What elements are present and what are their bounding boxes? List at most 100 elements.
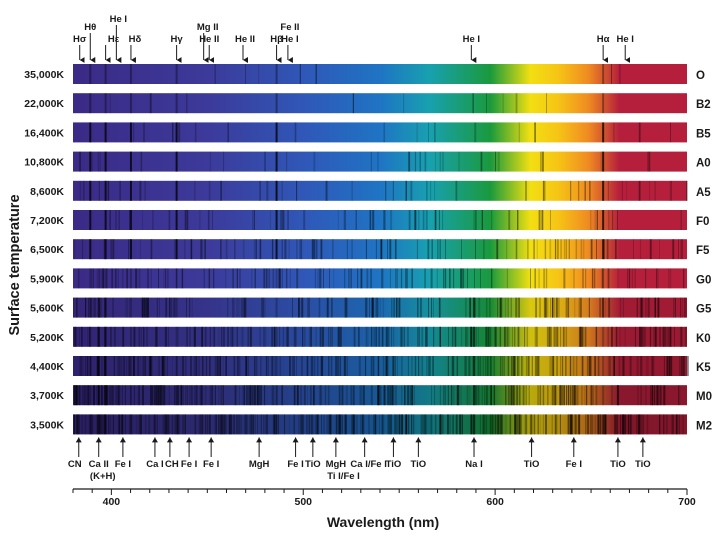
absorption-line [420,414,423,435]
absorption-line [433,326,435,347]
absorption-line [125,297,127,318]
absorption-line [618,356,621,376]
hydrogen-line [129,356,132,376]
absorption-line [319,385,321,406]
absorption-line [515,297,517,318]
absorption-line [551,385,553,406]
absorption-line [654,297,656,318]
absorption-line [413,414,415,435]
absorption-line [382,268,384,289]
absorption-line [302,414,304,435]
hydrogen-line [89,64,92,84]
absorption-line [227,297,229,318]
absorption-line [225,239,228,260]
hydrogen-line [175,93,178,114]
absorption-line [273,414,276,435]
absorption-line [96,356,99,376]
absorption-line [470,326,473,347]
absorption-line [457,385,460,406]
absorption-line [123,356,125,376]
absorption-line [531,356,533,376]
absorption-line [245,414,248,435]
absorption-line [310,385,312,406]
absorption-line [339,356,341,376]
absorption-line [560,239,562,260]
absorption-line [494,385,495,406]
absorption-line [570,414,573,435]
absorption-line [552,356,555,376]
absorption-line [420,297,422,318]
absorption-line [557,239,559,260]
hydrogen-line [129,297,132,318]
absorption-line [375,414,377,435]
absorption-line [619,297,621,318]
absorption-line [253,414,255,435]
absorption-line [457,385,459,406]
absorption-line [567,414,570,435]
absorption-line [337,414,340,435]
absorption-line [106,385,108,406]
absorption-line [560,356,562,376]
absorption-line [556,356,558,376]
absorption-line [586,385,588,406]
absorption-line [603,239,605,260]
absorption-line [669,326,672,347]
absorption-line [678,385,681,406]
absorption-line [408,385,410,406]
absorption-line [595,356,596,376]
absorption-line [81,326,83,347]
absorption-line [481,210,483,230]
absorption-line [287,326,289,347]
absorption-line [313,151,316,172]
absorption-line [302,326,304,347]
absorption-line [185,414,186,435]
absorption-line [173,297,175,318]
absorption-line [478,385,480,406]
top-line-label: He I [616,34,633,45]
absorption-line [327,297,329,318]
absorption-line [174,385,175,406]
spectral-class-label: M0 [696,391,712,403]
absorption-line [680,356,681,376]
absorption-line [530,268,531,289]
absorption-line [597,356,599,376]
absorption-line [282,326,284,347]
absorption-line [574,385,576,406]
absorption-line [427,356,430,376]
absorption-line [538,210,541,230]
absorption-line [624,326,626,347]
hydrogen-line [602,414,605,435]
absorption-line [278,268,281,289]
absorption-line [301,297,303,318]
absorption-line [602,297,604,318]
absorption-line [383,385,385,406]
absorption-line [111,268,113,289]
bottom-arrowhead [208,437,215,443]
absorption-line [519,414,521,435]
absorption-line [321,414,322,435]
absorption-line [534,326,536,347]
absorption-line [579,414,581,435]
absorption-line [271,385,273,406]
absorption-line [522,385,525,406]
absorption-line [594,210,596,230]
absorption-line [370,268,372,289]
absorption-line [140,414,142,435]
absorption-line [647,151,649,172]
absorption-line [496,239,498,260]
absorption-line [265,268,268,289]
absorption-line [507,297,509,318]
absorption-line [215,356,217,376]
absorption-line [96,385,97,406]
absorption-line [451,326,454,347]
absorption-line [221,414,224,435]
absorption-line [393,297,395,318]
absorption-line [551,414,553,435]
absorption-line [554,385,556,406]
absorption-line [578,326,581,347]
absorption-line [148,414,150,435]
bottom-arrowhead [390,437,397,443]
absorption-line [617,210,618,230]
absorption-line [562,356,564,376]
absorption-line [252,414,255,435]
